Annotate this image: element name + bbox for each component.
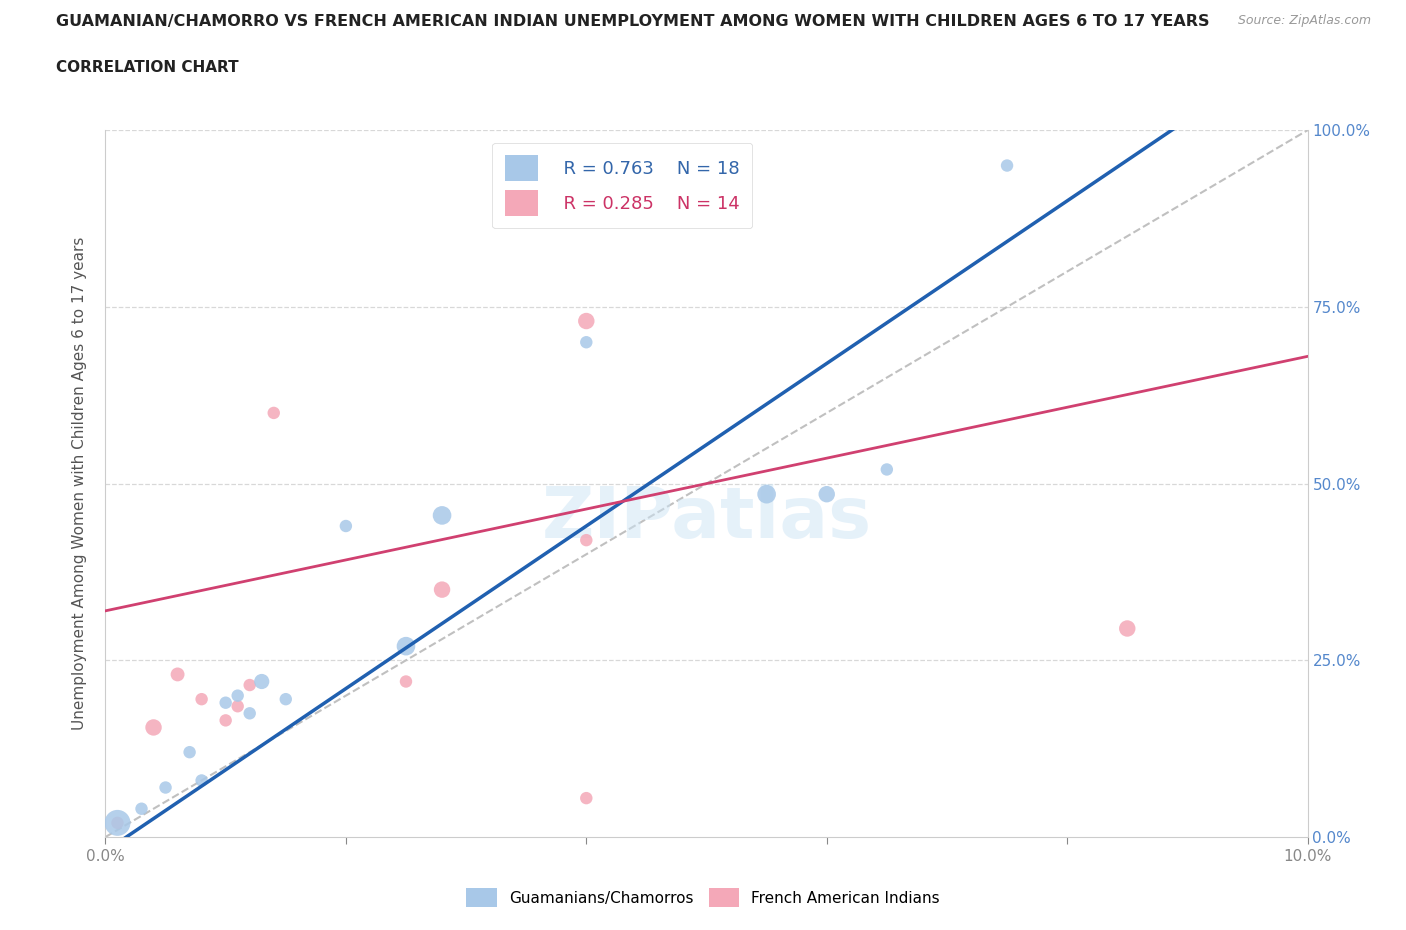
Text: CORRELATION CHART: CORRELATION CHART [56, 60, 239, 75]
Text: GUAMANIAN/CHAMORRO VS FRENCH AMERICAN INDIAN UNEMPLOYMENT AMONG WOMEN WITH CHILD: GUAMANIAN/CHAMORRO VS FRENCH AMERICAN IN… [56, 14, 1209, 29]
Point [214, 696, 236, 711]
Text: Source: ZipAtlas.com: Source: ZipAtlas.com [1237, 14, 1371, 27]
Legend: Guamanians/Chamorros, French American Indians: Guamanians/Chamorros, French American In… [460, 883, 946, 913]
Point [395, 674, 418, 689]
Point [1116, 621, 1139, 636]
Legend:   R = 0.763    N = 18,   R = 0.285    N = 14: R = 0.763 N = 18, R = 0.285 N = 14 [492, 143, 752, 228]
Point [142, 720, 165, 735]
Point [335, 519, 357, 534]
Point [575, 313, 598, 328]
Point [995, 158, 1018, 173]
Point [575, 335, 598, 350]
Point [179, 745, 201, 760]
Point [395, 639, 418, 654]
Point [575, 790, 598, 805]
Point [876, 462, 898, 477]
Point [190, 692, 212, 707]
Point [575, 533, 598, 548]
Point [755, 486, 778, 501]
Y-axis label: Unemployment Among Women with Children Ages 6 to 17 years: Unemployment Among Women with Children A… [72, 237, 87, 730]
Point [107, 816, 129, 830]
Point [226, 688, 249, 703]
Point [815, 486, 838, 501]
Point [263, 405, 285, 420]
Point [226, 698, 249, 713]
Text: ZIPatlas: ZIPatlas [541, 485, 872, 553]
Point [430, 508, 453, 523]
Point [131, 802, 153, 817]
Point [250, 674, 273, 689]
Point [190, 773, 212, 788]
Point [166, 667, 188, 682]
Point [239, 706, 262, 721]
Point [274, 692, 297, 707]
Point [107, 816, 129, 830]
Point [239, 678, 262, 693]
Point [155, 780, 177, 795]
Point [214, 713, 236, 728]
Point [430, 582, 453, 597]
